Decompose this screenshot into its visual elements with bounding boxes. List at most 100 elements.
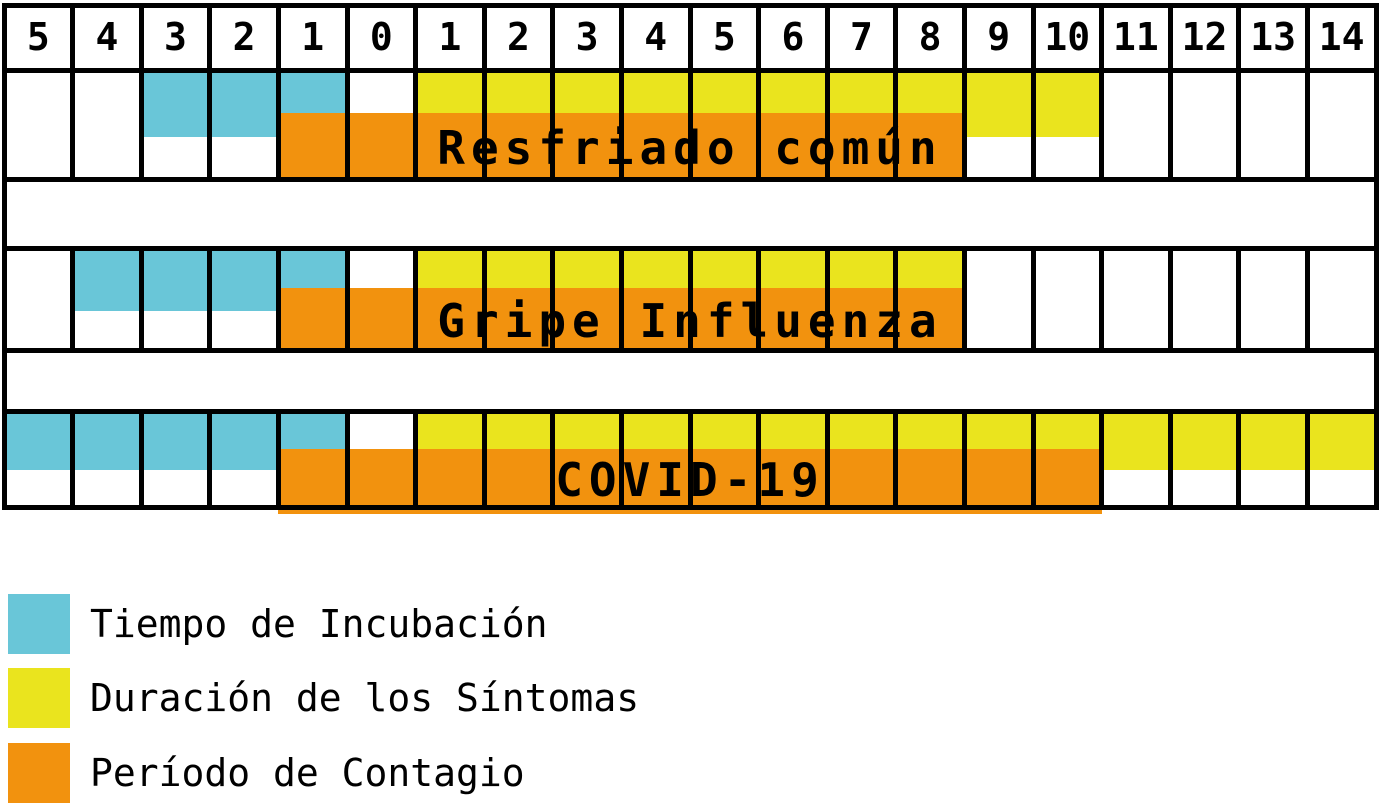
grid-line (481, 409, 487, 510)
grid-line (1, 246, 1379, 251)
grid-line (1099, 246, 1105, 353)
grid-line (1, 348, 1379, 353)
grid-line (481, 246, 487, 353)
grid-line (207, 3, 213, 73)
grid-line (1167, 3, 1173, 73)
grid-line (893, 68, 899, 182)
grid-line (618, 409, 624, 510)
grid-line (1167, 68, 1173, 182)
grid-line (824, 246, 830, 353)
grid-line (207, 68, 213, 182)
grid-line (138, 3, 144, 73)
grid-line (756, 68, 762, 182)
grid-line (138, 409, 144, 510)
grid-line (893, 3, 899, 73)
grid-line (1030, 3, 1036, 73)
grid-line (275, 3, 281, 73)
day-label: 1 (301, 15, 325, 59)
grid-line (207, 409, 213, 510)
day-label: 14 (1318, 15, 1365, 59)
grid-line (70, 246, 76, 353)
grid-line (413, 68, 419, 182)
grid-line (275, 246, 281, 353)
grid-line (70, 3, 76, 73)
grid-line (344, 409, 350, 510)
grid-line (1099, 68, 1105, 182)
grid-line (1030, 409, 1036, 510)
grid-line (687, 68, 693, 182)
grid-line (550, 246, 556, 353)
grid-line (1099, 409, 1105, 510)
grid-line (550, 409, 556, 510)
grid-line (756, 409, 762, 510)
grid-line (550, 3, 556, 73)
day-label: 13 (1250, 15, 1296, 59)
grid-line (207, 246, 213, 353)
contagion-color-swatch (8, 743, 70, 803)
grid-line (824, 3, 830, 73)
grid-line (1, 177, 1379, 182)
grid-line (413, 246, 419, 353)
grid-line (1, 409, 1379, 414)
grid-line (824, 68, 830, 182)
grid-line (1030, 246, 1036, 353)
day-label: 2 (232, 15, 256, 59)
grid-line (344, 246, 350, 353)
day-label: 7 (850, 15, 873, 59)
legend-item-incubation: Tiempo de Incubación (8, 594, 548, 654)
day-label: 4 (644, 15, 668, 59)
legend-item-symptoms: Duración de los Síntomas (8, 668, 639, 728)
day-label: 1 (438, 15, 462, 59)
day-label: 6 (781, 15, 805, 59)
grid-line (344, 3, 350, 73)
grid-line (961, 409, 967, 510)
disease-label: Resfriado común (437, 120, 943, 175)
grid-line (824, 409, 830, 510)
grid-line (618, 68, 624, 182)
grid-line (1236, 409, 1242, 510)
grid-line (70, 409, 76, 510)
grid-line (893, 409, 899, 510)
grid-line (1236, 246, 1242, 353)
grid-line (1, 3, 7, 510)
grid-line (756, 246, 762, 353)
disease-label: Gripe Influenza (437, 293, 943, 348)
grid-line (413, 3, 419, 73)
grid-line (1167, 246, 1173, 353)
grid-line (893, 246, 899, 353)
grid-line (618, 246, 624, 353)
grid-line (1, 68, 1379, 73)
grid-line (413, 409, 419, 510)
grid-line (1030, 68, 1036, 182)
day-label: 3 (575, 15, 599, 59)
symptoms-color-swatch (8, 668, 70, 728)
day-label: 12 (1181, 15, 1228, 59)
grid-line (1304, 246, 1310, 353)
grid-line (344, 68, 350, 182)
day-label: 11 (1113, 15, 1159, 59)
grid-line (138, 246, 144, 353)
grid-line (1167, 409, 1173, 510)
grid-line (1, 505, 1379, 510)
disease-label: COVID-19 (555, 452, 825, 507)
legend-label-symptoms: Duración de los Síntomas (90, 676, 640, 720)
grid-line (275, 68, 281, 182)
legend-label-contagion: Período de Contagio (90, 751, 525, 795)
grid-line (481, 3, 487, 73)
grid-line (618, 3, 624, 73)
legend-item-contagion: Período de Contagio (8, 743, 525, 803)
day-label: 5 (26, 15, 50, 59)
grid-line (275, 409, 281, 510)
day-label: 5 (712, 15, 736, 59)
grid-line (138, 68, 144, 182)
grid-line (481, 68, 487, 182)
grid-line (1304, 68, 1310, 182)
day-label: 4 (95, 15, 119, 59)
legend-label-incubation: Tiempo de Incubación (90, 602, 548, 646)
grid-line (961, 68, 967, 182)
grid-line (961, 3, 967, 73)
day-label: 9 (987, 15, 1011, 59)
